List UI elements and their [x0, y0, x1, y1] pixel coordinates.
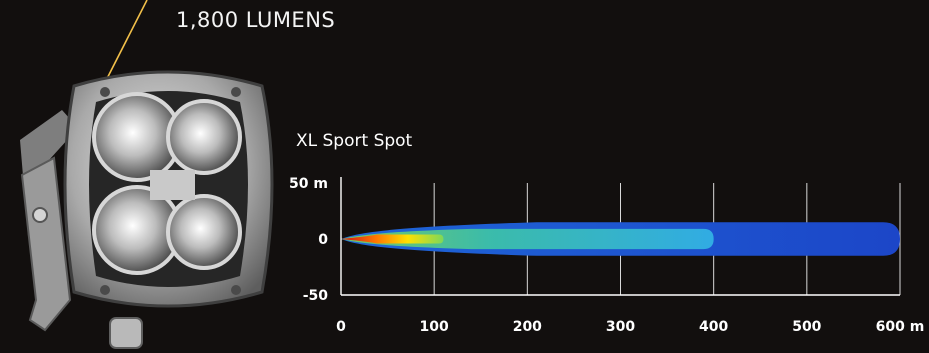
x-tick-label-0: 0 — [336, 319, 346, 335]
beam-pattern-chart: 0 100 200 300 400 500 600 m 50 m 0 -50 — [289, 176, 924, 335]
x-axis-tick-labels: 0 100 200 300 400 500 600 m — [336, 319, 924, 335]
beam-mid-region — [341, 228, 714, 250]
chart-axes — [340, 177, 900, 296]
x-tick-label-600: 600 m — [876, 319, 925, 335]
beam-pattern — [341, 222, 900, 256]
y-axis-tick-labels: 50 m 0 -50 — [289, 176, 328, 304]
beam-hotspot-region — [341, 234, 444, 244]
x-tick-label-200: 200 — [513, 319, 542, 335]
lumens-label: 1,800 LUMENS — [176, 8, 336, 32]
x-tick-label-300: 300 — [606, 319, 635, 335]
y-tick-label-0: 0 — [318, 232, 328, 248]
chart-title: XL Sport Spot — [296, 131, 413, 151]
x-tick-label-500: 500 — [792, 319, 821, 335]
x-tick-label-400: 400 — [699, 319, 728, 335]
y-tick-label-50: 50 m — [289, 176, 328, 192]
y-tick-label--50: -50 — [303, 288, 329, 304]
x-tick-label-100: 100 — [420, 319, 449, 335]
